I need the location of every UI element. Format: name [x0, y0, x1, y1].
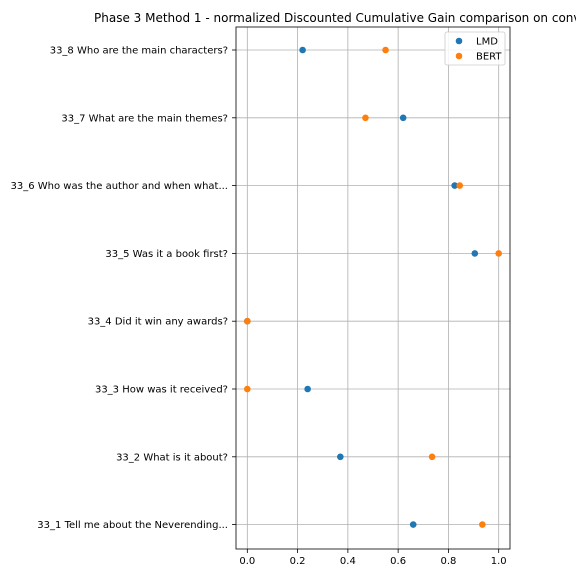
- x-tick-label: 0.2: [290, 556, 306, 567]
- chart-title: Phase 3 Method 1 - normalized Discounted…: [94, 11, 576, 25]
- data-point-bert: [495, 250, 502, 257]
- data-point-bert: [456, 182, 464, 189]
- x-tick-label: 0.0: [239, 556, 255, 567]
- data-point-bert: [428, 453, 436, 461]
- data-point-bert: [244, 385, 251, 393]
- legend-label-lmd: LMD: [476, 37, 498, 48]
- y-tick-label: 33_7 What are the main themes?: [61, 113, 228, 124]
- y-tick-label: 33_3 How was it received?: [95, 385, 228, 396]
- data-point-bert: [382, 46, 389, 54]
- y-tick-label: 33_5 Was it a book first?: [105, 249, 228, 260]
- legend: LMD BERT: [444, 31, 506, 66]
- x-tick-label: 1.0: [491, 556, 507, 567]
- data-point-lmd: [304, 385, 311, 393]
- axis-ticks: 0.0 0.2 0.4 0.6 0.8 1.0 33_8 Who are the main …: [11, 46, 507, 568]
- y-tick-label: 33_2 What is it about?: [116, 452, 228, 463]
- x-tick-label: 0.6: [390, 556, 406, 567]
- y-tick-label: 33_1 Tell me about the Neverending...: [37, 520, 228, 531]
- x-tick-label: 0.8: [440, 556, 456, 567]
- data-point-lmd: [471, 250, 479, 257]
- legend-marker-bert: [455, 52, 463, 60]
- y-tick-label: 33_6 Who was the author and when what...: [11, 181, 229, 192]
- data-point-lmd: [399, 114, 407, 122]
- data-point-lmd: [451, 182, 458, 189]
- data-point-lmd: [337, 453, 344, 461]
- y-tick-label: 33_4 Did it win any awards?: [88, 317, 228, 328]
- y-tick-label: 33_8 Who are the main characters?: [50, 46, 228, 57]
- data-point-lmd: [409, 521, 417, 528]
- data-point-bert: [244, 317, 251, 325]
- plot-frame: [235, 26, 511, 550]
- legend-label-bert: BERT: [476, 52, 502, 63]
- data-point-lmd: [299, 46, 306, 54]
- grid: [236, 27, 510, 549]
- data-point-bert: [362, 114, 369, 122]
- data-point-bert: [479, 521, 486, 528]
- data-points: [244, 46, 502, 528]
- legend-marker-lmd: [455, 37, 463, 45]
- x-tick-label: 0.4: [340, 556, 356, 567]
